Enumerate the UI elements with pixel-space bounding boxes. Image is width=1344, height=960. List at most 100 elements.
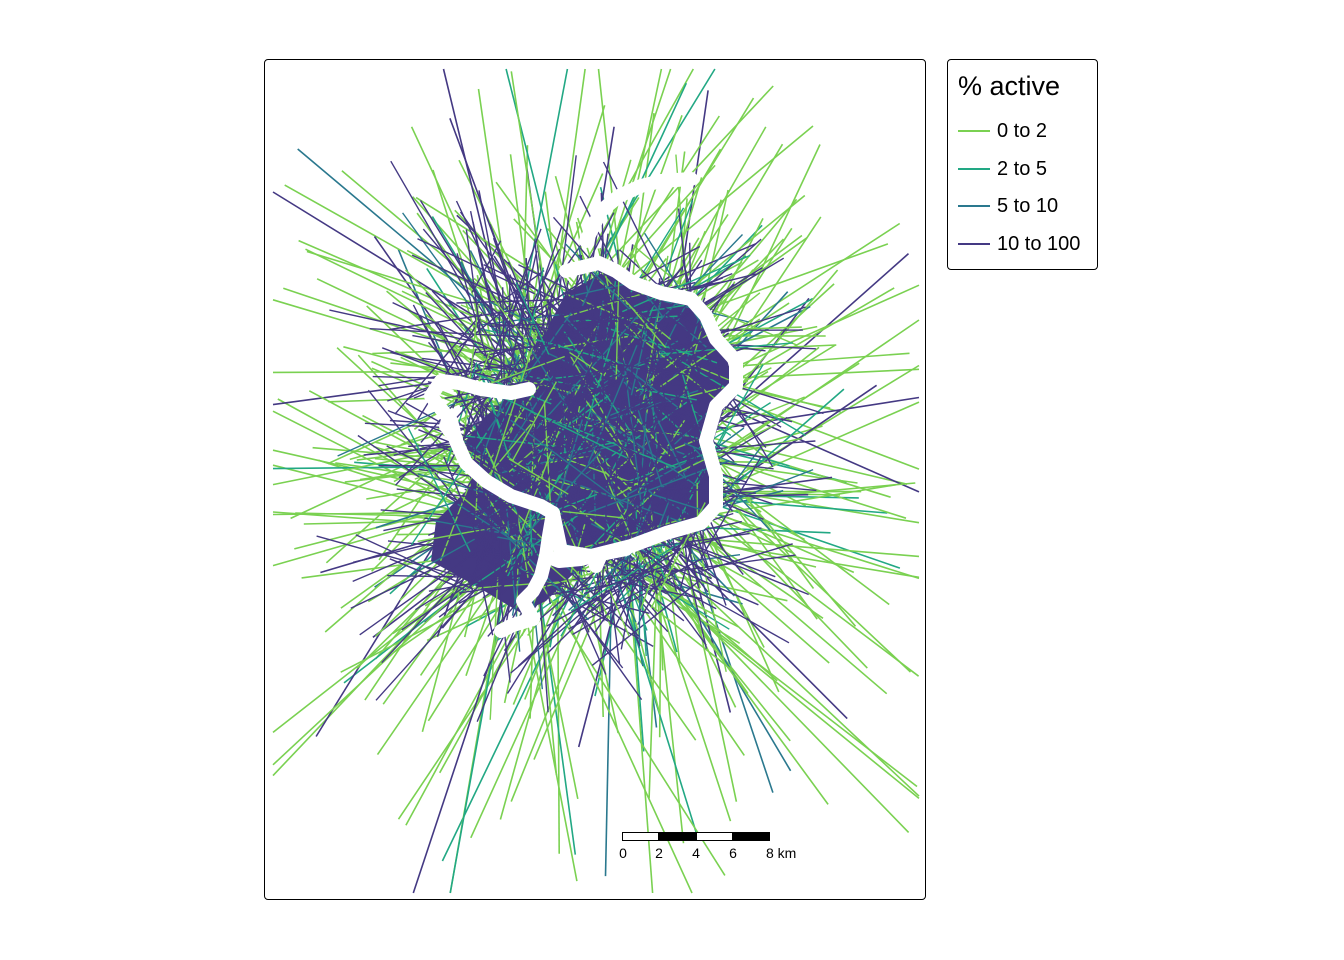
desire-line — [465, 229, 481, 333]
desire-line — [272, 367, 542, 406]
desire-line — [407, 428, 471, 553]
desire-line — [558, 586, 624, 669]
desire-line — [700, 455, 763, 559]
desire-line — [562, 510, 624, 519]
desire-line — [316, 535, 467, 579]
desire-line — [518, 344, 613, 395]
desire-line — [683, 449, 712, 501]
desire-line — [606, 484, 756, 494]
desire-line — [486, 332, 538, 485]
desire-line — [583, 398, 622, 450]
desire-line — [657, 355, 667, 461]
scale-segment — [622, 832, 659, 841]
desire-line — [603, 300, 656, 364]
desire-line — [683, 543, 809, 596]
desire-line — [658, 370, 670, 423]
desire-line — [489, 301, 536, 326]
desire-line — [531, 411, 676, 468]
desire-line — [392, 301, 506, 357]
desire-line — [635, 502, 701, 581]
desire-line — [389, 558, 467, 591]
scale-segment — [696, 832, 733, 841]
desire-line — [464, 387, 505, 426]
desire-line — [609, 578, 701, 600]
desire-line — [532, 325, 619, 340]
desire-line — [511, 508, 533, 616]
desire-line — [578, 254, 663, 370]
desire-line — [473, 484, 509, 507]
desire-line — [458, 159, 558, 359]
legend-label: 5 to 10 — [997, 195, 1059, 217]
desire-line — [401, 546, 524, 631]
desire-line — [475, 344, 554, 354]
desire-line — [390, 351, 512, 383]
desire-line — [306, 250, 577, 336]
desire-line — [545, 306, 587, 442]
desire-line — [546, 583, 622, 627]
desire-line — [372, 375, 493, 381]
desire-line — [592, 492, 624, 525]
legend: % active 0 to 2 2 to 5 5 to 10 10 to 100 — [947, 59, 1098, 270]
desire-line — [489, 577, 499, 720]
desire-line — [425, 292, 484, 354]
scale-tick-label: 4 — [692, 845, 700, 861]
desire-line — [642, 469, 682, 529]
legend-item: 2 to 5 — [958, 157, 1096, 181]
desire-line — [510, 588, 610, 674]
desire-line — [608, 353, 664, 365]
desire-line — [483, 387, 628, 459]
desire-line — [559, 456, 640, 486]
desire-line — [419, 200, 500, 330]
desire-line — [606, 327, 718, 364]
legend-title: % active — [958, 71, 1061, 101]
desire-line — [660, 318, 761, 388]
desire-line — [502, 287, 506, 422]
desire-line — [541, 363, 632, 434]
desire-line — [363, 440, 504, 456]
desire-line — [660, 439, 697, 524]
desire-line — [523, 308, 594, 374]
desire-line — [677, 423, 777, 474]
desire-line — [653, 347, 709, 376]
desire-line — [375, 589, 476, 701]
desire-line — [583, 321, 619, 434]
desire-line — [619, 266, 684, 350]
legend-item: 10 to 100 — [958, 232, 1096, 256]
desire-line — [381, 567, 471, 664]
desire-line — [673, 577, 790, 644]
desire-line — [601, 330, 606, 444]
desire-line — [520, 322, 579, 417]
desire-line — [583, 563, 673, 595]
desire-line — [701, 543, 793, 572]
desire-line — [617, 413, 649, 561]
desire-line — [462, 304, 479, 447]
desire-line — [417, 238, 535, 295]
desire-line — [584, 373, 631, 396]
desire-line — [645, 540, 694, 572]
desire-line — [641, 412, 648, 469]
route-network — [424, 172, 743, 638]
desire-line — [508, 435, 550, 474]
desire-line — [551, 365, 660, 413]
desire-line — [484, 441, 594, 531]
desire-line — [613, 563, 648, 629]
desire-line — [559, 561, 590, 633]
desire-line — [474, 313, 514, 383]
desire-line — [615, 307, 650, 430]
desire-line — [615, 542, 678, 605]
desire-line — [688, 554, 741, 562]
desire-line — [674, 430, 790, 467]
desire-line — [481, 455, 497, 560]
desire-line — [627, 306, 636, 416]
desire-line — [593, 240, 604, 330]
desire-line — [474, 551, 494, 636]
desire-lines-inner — [316, 154, 824, 722]
desire-line — [647, 283, 735, 380]
desire-line — [540, 382, 630, 454]
desire-line — [642, 405, 666, 449]
desire-line — [487, 312, 572, 432]
desire-line — [540, 358, 614, 433]
desire-line — [669, 306, 806, 350]
desire-line — [637, 408, 663, 489]
desire-line — [534, 338, 640, 370]
